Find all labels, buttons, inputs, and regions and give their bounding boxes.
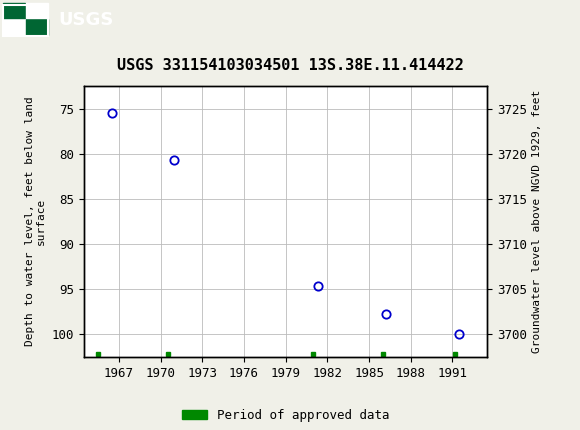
Legend: Period of approved data: Period of approved data xyxy=(177,403,394,427)
Text: USGS 331154103034501 13S.38E.11.414422: USGS 331154103034501 13S.38E.11.414422 xyxy=(117,58,463,73)
Bar xyxy=(26,3,48,18)
Bar xyxy=(3,3,25,18)
Y-axis label: Depth to water level, feet below land
surface: Depth to water level, feet below land su… xyxy=(25,97,46,346)
Text: USGS: USGS xyxy=(58,12,113,29)
Y-axis label: Groundwater level above NGVD 1929, feet: Groundwater level above NGVD 1929, feet xyxy=(532,90,542,353)
Bar xyxy=(26,19,48,35)
Bar xyxy=(3,19,25,35)
Bar xyxy=(3,5,48,36)
